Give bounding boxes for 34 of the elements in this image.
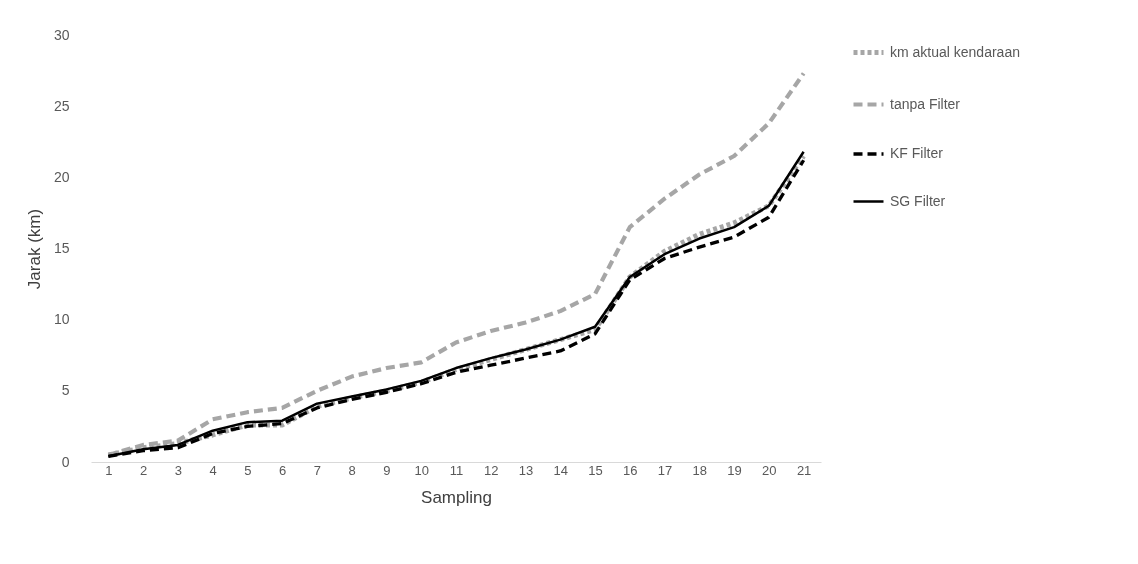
x-tick-label: 15 [588,462,603,478]
x-axis-title: Sampling [421,487,492,507]
y-tick-label: 10 [53,311,70,328]
x-tick-label: 8 [348,462,356,478]
x-tick-label: 4 [209,462,217,478]
y-tick-label: 5 [61,382,70,399]
x-tick-label: 12 [484,462,499,478]
legend-label: SG Filter [890,192,946,209]
y-tick-label: 15 [53,240,70,256]
x-tick-label: 9 [383,462,391,478]
x-tick-label: 7 [313,462,322,478]
legend-label: KF Filter [890,145,944,161]
y-tick-label: 0 [61,453,70,470]
x-tick-label: 14 [553,462,569,478]
x-tick-label: 5 [244,462,252,478]
x-tick-label: 11 [449,462,464,478]
x-tick-label: 13 [518,462,534,478]
x-tick-label: 2 [140,462,148,478]
legend-label: tanpa Filter [890,95,961,112]
x-tick-label: 6 [279,462,287,478]
x-tick-label: 10 [414,462,429,478]
y-axis-title: Jarak (km) [24,208,44,290]
y-tick-label: 25 [53,97,70,114]
x-tick-label: 20 [762,462,777,478]
legend-label: km aktual kendaraan [890,43,1020,60]
x-tick-label: 17 [657,462,673,478]
y-tick-label: 20 [53,168,70,185]
x-tick-label: 1 [105,462,113,478]
x-tick-label: 16 [623,462,638,478]
x-tick-label: 21 [796,462,812,478]
y-tick-label: 30 [53,26,70,43]
x-tick-label: 3 [174,462,183,478]
x-tick-label: 19 [727,462,742,478]
x-tick-label: 18 [692,462,708,478]
